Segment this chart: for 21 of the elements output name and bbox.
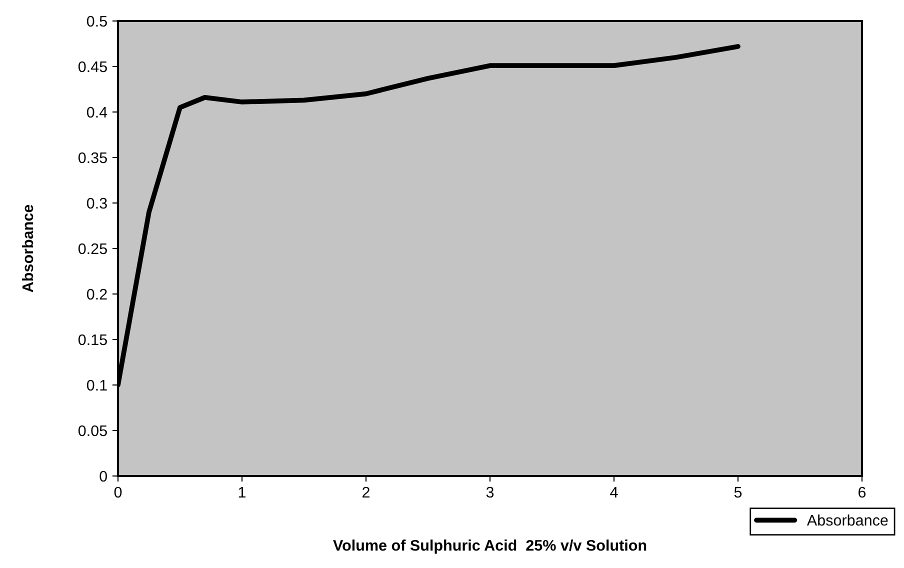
- y-axis-title: Absorbance: [22, 204, 34, 292]
- x-tick-label: 6: [858, 486, 866, 498]
- x-tick-label: 3: [486, 486, 494, 498]
- y-tick-label: 0.2: [86, 288, 107, 300]
- x-tick-label: 4: [610, 486, 618, 498]
- x-tick-label: 5: [734, 486, 742, 498]
- y-tick-label: 0.15: [78, 334, 107, 346]
- y-tick-label: 0.4: [86, 106, 108, 118]
- x-tick-label: 2: [362, 486, 370, 498]
- y-tick-label: 0.05: [78, 425, 107, 436]
- legend-label: Absorbance: [806, 514, 888, 526]
- x-tick-label: 1: [238, 486, 246, 498]
- y-tick-label: 0.1: [86, 380, 107, 391]
- y-tick-label: 0.25: [78, 243, 107, 254]
- y-tick-label: 0.35: [78, 152, 107, 164]
- x-axis-title: Volume of Sulphuric Acid 25% v/v Solution: [333, 540, 646, 554]
- y-tick-label: 0.3: [86, 198, 107, 209]
- x-tick-label: 0: [114, 486, 122, 498]
- y-tick-label: 0.5: [86, 16, 107, 27]
- y-tick-label: 0: [100, 470, 107, 482]
- y-tick-label: 0.45: [78, 61, 107, 72]
